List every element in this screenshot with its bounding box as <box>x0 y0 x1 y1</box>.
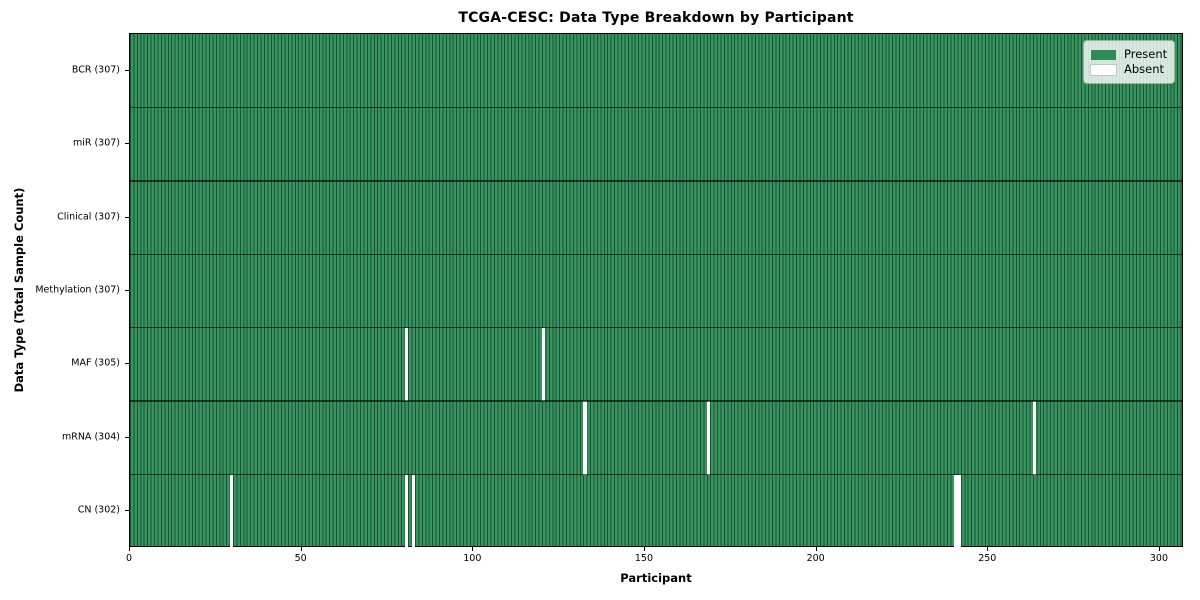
absent-bars-layer <box>130 34 1182 548</box>
absent-bar-CN-240 <box>953 474 958 548</box>
x-tick-mark <box>987 547 989 551</box>
y-tick-label-CN: CN (302) <box>77 504 120 516</box>
y-tick-label-Methylation: Methylation (307) <box>35 284 120 296</box>
y-tick-mark <box>125 510 129 512</box>
x-tick-mark <box>815 547 817 551</box>
x-tick-label-0: 0 <box>125 553 133 564</box>
plot-area: Present Absent <box>129 33 1183 548</box>
row-separator <box>130 106 1182 109</box>
absent-bar-CN-80 <box>404 474 409 548</box>
absent-bar-MAF-120 <box>541 327 546 402</box>
x-tick-mark <box>643 547 645 551</box>
x-tick-label-100: 100 <box>463 553 482 564</box>
y-tick-mark <box>125 143 129 145</box>
absent-bar-CN-241 <box>957 474 961 548</box>
x-tick-mark <box>472 547 474 551</box>
row-separator <box>130 400 1182 402</box>
y-tick-label-mRNA: mRNA (304) <box>61 431 120 443</box>
row-separator <box>130 253 1182 256</box>
y-axis-title: Data Type (Total Sample Count) <box>12 187 26 393</box>
y-tick-mark <box>125 363 129 365</box>
absent-bar-mRNA-132 <box>583 401 587 475</box>
x-tick-label-300: 300 <box>1149 553 1169 564</box>
legend-item-present: Present <box>1091 47 1167 62</box>
absent-bar-CN-82 <box>411 474 415 548</box>
chart-title: TCGA-CESC: Data Type Breakdown by Partic… <box>458 10 854 26</box>
present-swatch <box>1091 49 1116 60</box>
x-tick-label-150: 150 <box>634 553 654 564</box>
absent-bar-mRNA-263 <box>1032 401 1037 475</box>
present-cells-field <box>130 34 1182 546</box>
x-tick-mark <box>300 547 302 551</box>
x-tick-label-250: 250 <box>978 553 997 564</box>
row-separator <box>130 180 1182 182</box>
y-tick-mark <box>125 290 129 291</box>
absent-swatch <box>1090 63 1117 76</box>
row-separator-lines <box>130 34 1182 546</box>
y-tick-label-miR: miR (307) <box>72 137 120 149</box>
absent-bar-CN-29 <box>229 474 233 548</box>
row-separator <box>130 326 1182 329</box>
x-tick-mark <box>129 547 130 551</box>
absent-bar-MAF-80 <box>404 327 409 402</box>
x-tick-label-50: 50 <box>294 553 307 564</box>
x-tick-label-200: 200 <box>806 553 825 564</box>
legend-item-absent: Absent <box>1090 62 1167 77</box>
y-tick-label-BCR: BCR (307) <box>71 64 120 76</box>
legend-label-present: Present <box>1124 47 1168 61</box>
row-separator <box>130 473 1182 476</box>
legend-label-absent: Absent <box>1124 62 1165 76</box>
legend: Present Absent <box>1083 40 1175 84</box>
y-tick-mark <box>125 216 129 218</box>
y-tick-label-MAF: MAF (305) <box>71 357 120 369</box>
y-tick-mark <box>125 69 129 71</box>
y-tick-label-Clinical: Clinical (307) <box>57 211 120 223</box>
absent-bar-mRNA-168 <box>706 401 711 475</box>
x-tick-mark <box>1158 547 1160 551</box>
x-axis-title: Participant <box>620 571 692 585</box>
y-tick-mark <box>125 436 129 438</box>
